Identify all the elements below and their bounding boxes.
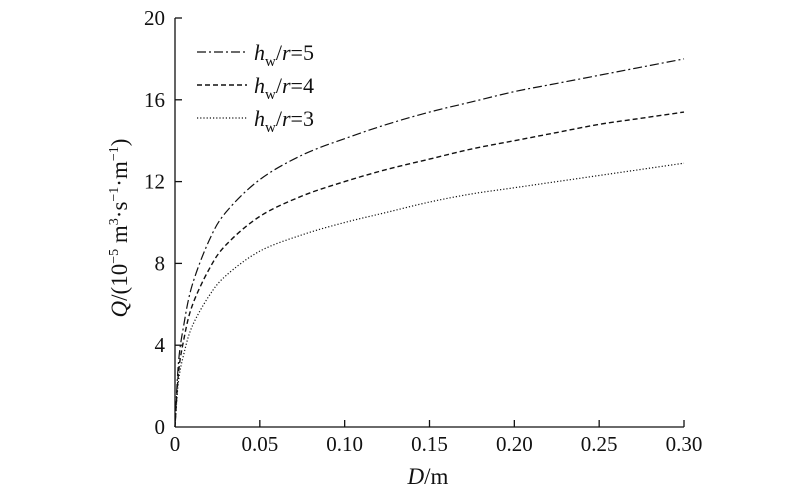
x-tick-label: 0.30 <box>666 432 703 456</box>
legend-label-hw-r-3: hw/r=3 <box>254 106 314 136</box>
x-tick-label: 0 <box>170 432 181 456</box>
y-axis-title-exp1: −5 <box>107 249 122 264</box>
x-axis-title: D/m <box>407 464 449 489</box>
legend-label-hw-r-5: hw/r=5 <box>254 40 314 70</box>
y-axis-title-mid1: m <box>107 225 132 249</box>
x-axis-ticks: 0 0.05 0.10 0.15 0.20 0.25 0.30 <box>170 420 703 456</box>
y-axis-title-unit: /(10 <box>107 264 132 301</box>
y-tick-label: 16 <box>144 88 165 112</box>
series-line-dashed <box>174 111 685 428</box>
x-tick-label: 0.15 <box>411 432 448 456</box>
x-tick-label: 0.10 <box>326 432 363 456</box>
series-lines <box>174 58 685 428</box>
y-tick-label: 20 <box>144 6 165 30</box>
legend: hw/r=5 hw/r=4 hw/r=3 <box>197 40 314 136</box>
y-tick-label: 12 <box>144 170 165 194</box>
y-axis-title-main: Q <box>107 300 132 317</box>
legend-label-hw-r-4: hw/r=4 <box>254 73 314 103</box>
y-axis-title-exp2: 3 <box>107 218 122 225</box>
x-tick-label: 0.25 <box>581 432 618 456</box>
y-axis-ticks: 0 4 8 12 16 20 <box>144 6 182 439</box>
y-tick-label: 4 <box>155 333 166 357</box>
x-axis-title-main: D <box>407 464 425 489</box>
x-tick-label: 0.20 <box>496 432 533 456</box>
x-axis-title-unit: /m <box>424 464 448 489</box>
series-line-dashdot <box>174 58 685 428</box>
y-tick-label: 8 <box>155 251 166 275</box>
y-axis-title-exp4: −1 <box>107 146 122 161</box>
y-tick-label: 0 <box>155 415 166 439</box>
x-tick-label: 0.05 <box>241 432 278 456</box>
y-axis-title-mid2: ·s <box>107 202 132 219</box>
y-axis-title: Q/(10−5 m3·s−1·m−1) <box>107 139 132 318</box>
y-axis-title-exp3: −1 <box>107 187 122 202</box>
y-axis-title-end: ) <box>107 139 132 147</box>
series-line-dotted <box>174 162 685 428</box>
y-axis-title-mid3: ·m <box>107 161 132 187</box>
